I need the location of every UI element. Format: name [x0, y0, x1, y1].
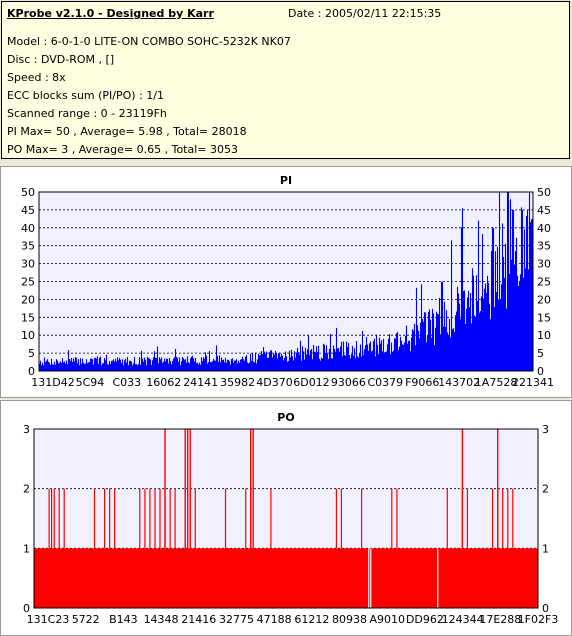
y-tick-label-left: 45 [21, 204, 35, 217]
y-tick-label-right: 5 [537, 347, 544, 360]
x-tick-label: 4D370 [256, 376, 292, 389]
x-tick-label: F9066 [405, 376, 439, 389]
info-po-summary: PO Max= 3 , Average= 0.65 , Total= 3053 [7, 143, 238, 156]
y-tick-label-right: 45 [537, 204, 551, 217]
x-tick-label: C033 [113, 376, 142, 389]
po-chart-panel: 0 0 1 1 2 2 3 3 PO 131C23 5722 B143 14348 21416 32775 4… [0, 400, 572, 636]
y-tick-label-left: 5 [28, 347, 35, 360]
y-tick-label-left: 15 [21, 311, 35, 324]
y-tick-label-right: 50 [537, 186, 551, 199]
y-tick-label-left: 0 [28, 365, 35, 378]
po-spikes-2 [48, 488, 514, 549]
info-disc: Disc : DVD-ROM , [] [7, 53, 115, 66]
x-tick-label: 1F02F3 [518, 613, 559, 626]
x-tick-label: 1A7528 [475, 376, 518, 389]
po-gap [368, 548, 370, 608]
po-chart: 0 0 1 1 2 2 3 3 PO 131C23 5722 B143 14348 21416 32775 4… [23, 411, 559, 626]
y-tick-label-right: 2 [542, 483, 549, 496]
y-tick-label-left: 1 [23, 542, 30, 555]
x-tick-label: 124344 [442, 613, 484, 626]
y-tick-label-left: 20 [21, 293, 35, 306]
app-title: KProbe v2.1.0 - Designed by Karr [7, 7, 214, 20]
x-tick-label: 17E288 [479, 613, 521, 626]
y-tick-label-left: 25 [21, 276, 35, 289]
x-tick-label: 131C23 [27, 613, 70, 626]
y-tick-label-left: 2 [23, 483, 30, 496]
info-ecc: ECC blocks sum (PI/PO) : 1/1 [7, 89, 164, 102]
x-tick-label: 16062 [146, 376, 181, 389]
info-panel: KProbe v2.1.0 - Designed by Karr Date : … [1, 1, 570, 159]
y-tick-label-left: 0 [23, 602, 30, 615]
x-tick-label: 80938 [332, 613, 367, 626]
x-tick-label: 6D012 [293, 376, 329, 389]
y-tick-label-right: 35 [537, 240, 551, 253]
x-tick-label: 61212 [294, 613, 329, 626]
y-tick-label-left: 35 [21, 240, 35, 253]
y-tick-label-right: 40 [537, 222, 551, 235]
y-tick-label-right: 1 [542, 542, 549, 555]
scan-date: Date : 2005/02/11 22:15:35 [288, 7, 442, 20]
info-range: Scanned range : 0 - 23119Fh [7, 107, 167, 120]
chart-title: PO [277, 411, 294, 424]
x-tick-label: 21416 [181, 613, 216, 626]
x-tick-label: 35982 [220, 376, 255, 389]
x-tick-label: A9010 [369, 613, 405, 626]
y-tick-label-right: 25 [537, 276, 551, 289]
x-tick-label: 32775 [219, 613, 254, 626]
po-gap [370, 548, 372, 608]
x-tick-label: 47188 [257, 613, 292, 626]
plot-border [38, 191, 534, 372]
y-tick-label-left: 30 [21, 258, 35, 271]
pi-chart-panel: 0 0 5 5 10 10 15 15 20 20 25 25 30 30 35 35 40 40 45 45 50 50… [0, 166, 572, 398]
y-tick-label-left: 3 [23, 423, 30, 436]
y-tick-label-left: 10 [21, 329, 35, 342]
pi-chart: 0 0 5 5 10 10 15 15 20 20 25 25 30 30 35 35 40 40 45 45 50 50… [21, 174, 554, 389]
x-tick-label: B143 [109, 613, 138, 626]
info-pi-summary: PI Max= 50 , Average= 5.98 , Total= 2801… [7, 125, 247, 138]
po-gap [437, 548, 439, 608]
y-tick-label-right: 0 [537, 365, 544, 378]
po-base-fill [34, 548, 538, 608]
x-tick-label: DD962 [406, 613, 444, 626]
info-model: Model : 6-0-1-0 LITE-ON COMBO SOHC-5232K… [7, 35, 291, 48]
y-tick-label-left: 40 [21, 222, 35, 235]
x-tick-label: C0379 [367, 376, 403, 389]
chart-title: PI [280, 174, 292, 187]
y-tick-label-right: 0 [542, 602, 549, 615]
y-tick-label-right: 15 [537, 311, 551, 324]
x-tick-label: 5C94 [76, 376, 105, 389]
x-tick-label: 131D42 [31, 376, 74, 389]
y-tick-label-left: 50 [21, 186, 35, 199]
x-tick-label: 143702 [438, 376, 480, 389]
x-tick-label: 93066 [331, 376, 366, 389]
y-tick-label-right: 3 [542, 423, 549, 436]
po-spikes-3 [164, 429, 499, 549]
y-tick-label-right: 30 [537, 258, 551, 271]
plot-border [33, 428, 539, 609]
y-tick-label-right: 10 [537, 329, 551, 342]
x-tick-label: 24141 [183, 376, 218, 389]
x-tick-label: 221341 [512, 376, 554, 389]
x-tick-label: 5722 [72, 613, 100, 626]
x-tick-label: 14348 [144, 613, 179, 626]
y-tick-label-right: 20 [537, 293, 551, 306]
info-speed: Speed : 8x [7, 71, 66, 84]
